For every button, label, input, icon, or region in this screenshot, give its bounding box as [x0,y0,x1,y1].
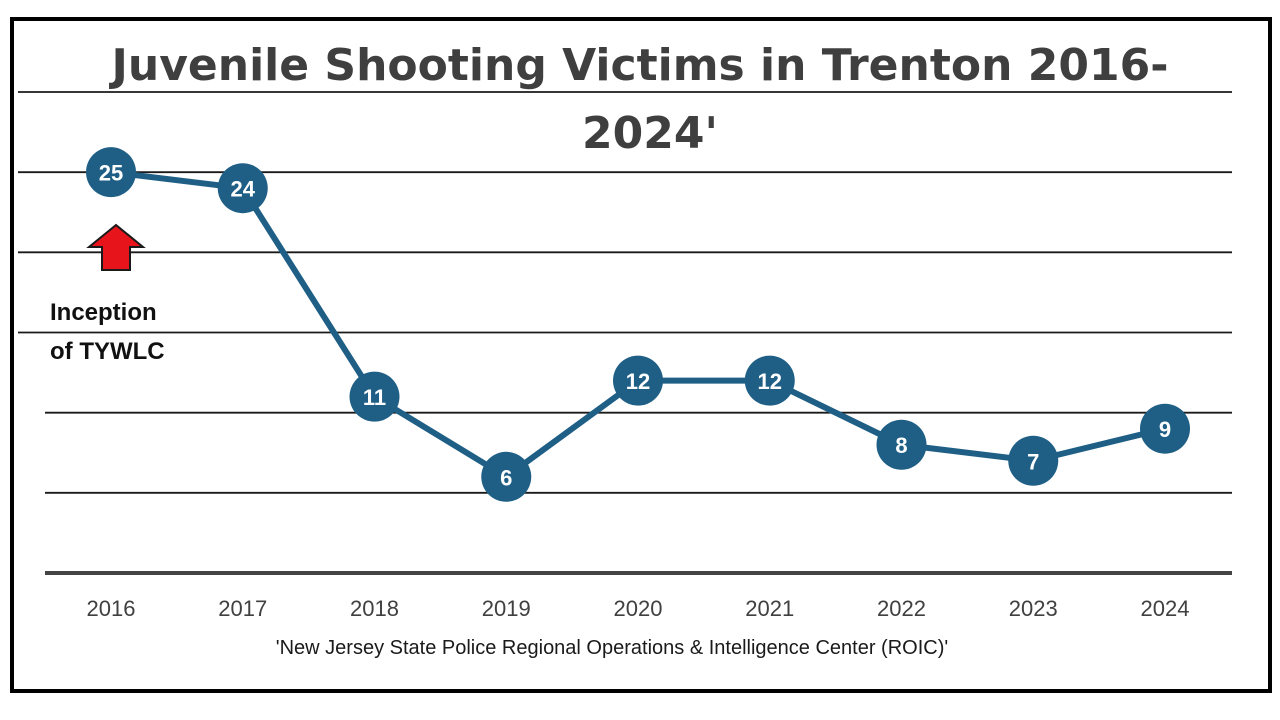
data-point-2017: 24 [217,163,268,214]
annotation-line-1: Inception [50,299,157,326]
data-point-2016: 25 [86,147,136,198]
data-label-2022: 8 [895,433,907,458]
annotation-line-2: of TYWLC [50,338,165,365]
x-tick-label-2021: 2021 [745,596,794,621]
data-point-2020: 12 [613,355,663,406]
x-tick-label-2017: 2017 [218,596,267,621]
data-label-2017: 24 [231,177,256,202]
x-tick-label-2022: 2022 [877,596,926,621]
data-point-2023: 7 [1008,435,1059,486]
data-label-2016: 25 [99,161,123,186]
series-line [110,169,1166,480]
gridlines [18,91,1232,575]
data-label-2024: 9 [1159,417,1171,442]
up-arrow-icon [86,223,146,271]
data-marker [217,163,268,214]
data-marker [744,355,795,406]
chart-title-line-2: 2024' [582,108,718,159]
data-point-2024: 9 [1140,403,1190,454]
x-axis-source-label: 'New Jersey State Police Regional Operat… [276,637,948,659]
data-label-2021: 12 [758,369,782,394]
x-tick-label-2020: 2020 [614,596,663,621]
data-label-2019: 6 [500,465,512,490]
x-tick-label-2019: 2019 [482,596,531,621]
data-markers: 25 24 11 6 12 12 8 7 9 [86,147,1190,502]
data-marker [349,371,400,422]
data-label-2020: 12 [626,369,650,394]
data-point-2019: 6 [481,451,532,502]
chart-frame [10,17,1272,693]
data-marker [1140,403,1190,454]
x-tick-label-2018: 2018 [350,596,399,621]
data-marker [481,451,532,502]
data-point-2022: 8 [876,419,927,470]
data-marker [876,419,927,470]
x-tick-label-2016: 2016 [87,596,136,621]
data-point-2021: 12 [744,355,795,406]
data-marker [613,355,663,406]
chart-title-line-1: Juvenile Shooting Victims in Trenton 201… [109,40,1169,91]
x-axis-ticks: 2016 2017 2018 2019 2020 2021 2022 2023 2024 [87,596,1190,621]
data-marker [86,147,136,198]
x-tick-label-2023: 2023 [1009,596,1058,621]
annotation: Inception of TYWLC [50,223,165,365]
data-label-2023: 7 [1027,449,1039,474]
data-marker [1008,435,1059,486]
x-tick-label-2024: 2024 [1141,596,1190,621]
data-label-2018: 11 [363,385,386,410]
data-point-2018: 11 [349,371,400,422]
